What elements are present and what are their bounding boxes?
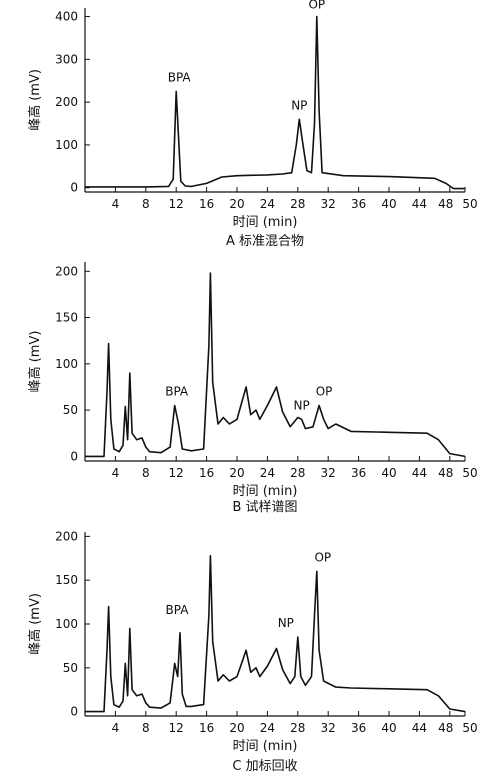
x-tick-label: 36 — [351, 466, 366, 480]
y-axis-label: 峰高 (mV) — [27, 593, 43, 655]
x-axis-label: 时间 (min) — [233, 484, 298, 499]
x-axis-label: 时间 (min) — [233, 739, 298, 754]
x-tick-label: 40 — [381, 721, 396, 735]
x-tick-label: 36 — [351, 721, 366, 735]
x-axis-label: 时间 (min) — [233, 215, 298, 230]
peak-label: NP — [293, 398, 309, 412]
x-tick-label: 32 — [321, 721, 336, 735]
chromatogram-trace — [85, 15, 465, 190]
x-tick-label: 50 — [462, 466, 477, 480]
x-tick-label: 4 — [112, 466, 120, 480]
x-tick-label: 8 — [142, 197, 150, 211]
x-tick-label: 12 — [169, 721, 184, 735]
chromatogram-trace — [85, 272, 466, 458]
x-tick-label: 20 — [229, 197, 244, 211]
y-tick-label: 0 — [70, 705, 78, 719]
peak-label: BPA — [165, 384, 189, 398]
x-tick-label: 24 — [260, 197, 275, 211]
x-tick-label: 48 — [438, 466, 453, 480]
x-tick-label: 36 — [351, 197, 366, 211]
x-tick-label: 50 — [462, 721, 477, 735]
y-tick-label: 50 — [63, 661, 78, 675]
y-tick-label: 400 — [55, 10, 78, 24]
x-tick-label: 16 — [199, 721, 214, 735]
x-tick-label: 20 — [229, 466, 244, 480]
x-tick-label: 32 — [321, 466, 336, 480]
y-axis-label: 峰高 (mV) — [27, 69, 43, 131]
x-tick-label: 20 — [229, 721, 244, 735]
peak-label: OP — [314, 550, 331, 564]
y-tick-label: 200 — [55, 529, 78, 543]
y-tick-label: 50 — [63, 403, 78, 417]
y-axis-label: 峰高 (mV) — [27, 331, 43, 393]
y-tick-label: 200 — [55, 264, 78, 278]
peak-label: BPA — [168, 70, 192, 84]
peak-label: NP — [291, 98, 307, 112]
chromatogram-trace — [85, 554, 466, 713]
x-tick-label: 44 — [412, 721, 427, 735]
peak-label: BPA — [166, 603, 190, 617]
x-tick-label: 8 — [142, 721, 150, 735]
y-tick-label: 100 — [55, 617, 78, 631]
x-tick-label: 48 — [438, 721, 453, 735]
y-tick-label: 200 — [55, 95, 78, 109]
x-tick-label: 44 — [412, 466, 427, 480]
x-tick-label: 4 — [112, 721, 120, 735]
x-tick-label: 28 — [290, 466, 305, 480]
peak-label: OP — [316, 384, 333, 398]
x-tick-label: 28 — [290, 197, 305, 211]
y-tick-label: 100 — [55, 138, 78, 152]
panel-caption: C 加标回收 — [232, 759, 297, 774]
peak-label: OP — [308, 0, 325, 12]
x-tick-label: 32 — [321, 197, 336, 211]
x-tick-label: 12 — [169, 197, 184, 211]
y-tick-label: 100 — [55, 357, 78, 371]
x-tick-label: 8 — [142, 466, 150, 480]
x-tick-label: 16 — [199, 466, 214, 480]
y-tick-label: 150 — [55, 311, 78, 325]
x-tick-label: 12 — [169, 466, 184, 480]
y-tick-label: 0 — [70, 181, 78, 195]
y-tick-label: 150 — [55, 573, 78, 587]
panel-caption: B 试样谱图 — [232, 500, 297, 515]
x-tick-label: 50 — [462, 197, 477, 211]
x-tick-label: 24 — [260, 466, 275, 480]
x-tick-label: 48 — [438, 197, 453, 211]
x-tick-label: 40 — [381, 197, 396, 211]
y-tick-label: 0 — [70, 449, 78, 463]
peak-label: NP — [278, 616, 294, 630]
x-tick-label: 16 — [199, 197, 214, 211]
y-tick-label: 300 — [55, 52, 78, 66]
x-tick-label: 4 — [112, 197, 120, 211]
x-tick-label: 24 — [260, 721, 275, 735]
x-tick-label: 28 — [290, 721, 305, 735]
panel-caption: A 标准混合物 — [226, 234, 304, 249]
x-tick-label: 40 — [381, 466, 396, 480]
x-tick-label: 44 — [412, 197, 427, 211]
